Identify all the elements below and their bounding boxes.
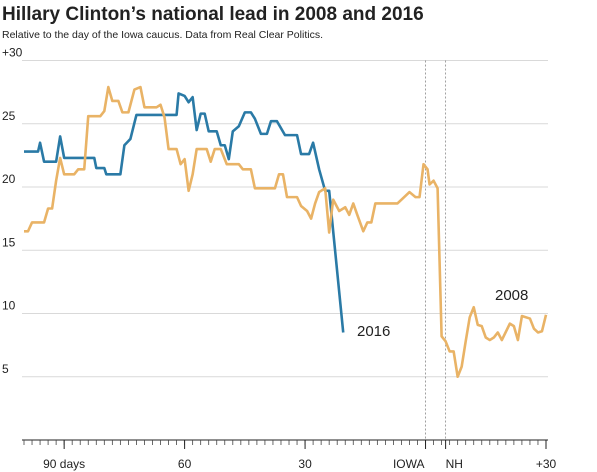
series-label: 2016 [357, 323, 390, 340]
series-line [24, 85, 548, 379]
series-line [24, 92, 345, 333]
x-tick-label: +30 [536, 457, 557, 471]
series-label: 2008 [495, 287, 528, 304]
y-tick-label: 10 [2, 299, 16, 313]
y-tick-label: 5 [2, 362, 9, 376]
y-tick-label: 15 [2, 235, 16, 249]
chart-title: Hillary Clinton’s national lead in 2008 … [2, 4, 424, 25]
x-tick-label: 60 [178, 457, 192, 471]
x-tick-label: 30 [298, 457, 312, 471]
y-tick-label: 25 [2, 109, 16, 123]
y-tick-label: +30 [2, 46, 23, 60]
x-tick-label: 90 days [43, 457, 85, 471]
y-tick-label: 20 [2, 172, 16, 186]
x-tick-label: NH [446, 457, 463, 471]
chart-subtitle: Relative to the day of the Iowa caucus. … [2, 29, 323, 41]
x-tick-label: IOWA [393, 457, 425, 471]
